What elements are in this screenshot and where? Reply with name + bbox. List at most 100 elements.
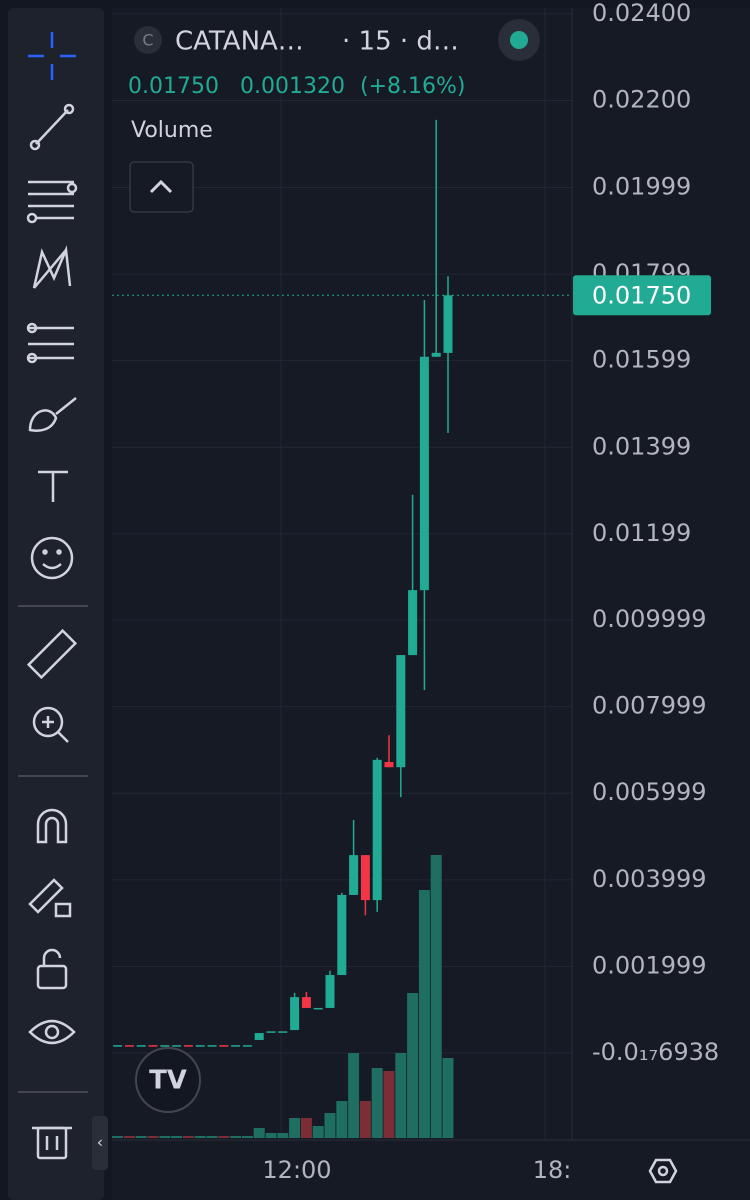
last-price-tag-label: 0.01750: [592, 281, 691, 309]
volume-bar: [407, 993, 419, 1138]
ruler-tool[interactable]: [26, 628, 78, 680]
indicator-name[interactable]: Volume: [131, 118, 213, 143]
y-tick-label: 0.02200: [592, 85, 691, 113]
volume-bar: [230, 1136, 242, 1138]
y-tick-label: 0.01399: [592, 432, 691, 460]
candle-body: [372, 759, 382, 901]
volume-bar: [241, 1136, 253, 1138]
pattern-tool[interactable]: [32, 245, 72, 289]
settings-button[interactable]: [648, 1158, 678, 1184]
candle-body: [337, 894, 347, 976]
brush-tool[interactable]: [28, 397, 77, 432]
symbol-logo-letter: C: [142, 31, 153, 50]
y-tick-label: 0.02400: [592, 0, 691, 27]
volume-bar: [206, 1136, 218, 1138]
candle-body: [242, 1045, 252, 1047]
projection-tool[interactable]: [26, 322, 74, 364]
volume-bar: [383, 1071, 395, 1138]
candle-body: [301, 997, 311, 1008]
symbol-logo: [134, 26, 162, 54]
y-tick-label: 0.007999: [592, 692, 707, 720]
volume-bar: [147, 1136, 159, 1138]
x-tick-label: 18:: [533, 1156, 572, 1184]
candle-body: [266, 1031, 276, 1033]
y-tick-label: 0.01599: [592, 346, 691, 374]
volume-bar: [348, 1053, 360, 1138]
candle-body: [183, 1045, 193, 1047]
visibility-tool[interactable]: [28, 1019, 76, 1045]
symbol-name[interactable]: CATANA…: [175, 27, 304, 57]
lock-tool[interactable]: [36, 948, 68, 990]
zoom-tool[interactable]: [32, 706, 69, 743]
fib-tool[interactable]: [26, 180, 78, 224]
x-tick-label: 12:00: [262, 1156, 331, 1184]
magnet-tool[interactable]: [36, 808, 68, 844]
candle-body: [160, 1045, 170, 1047]
text-tool[interactable]: [38, 470, 68, 502]
volume-bar: [430, 855, 442, 1138]
volume-bar: [265, 1133, 277, 1138]
candle-body: [431, 352, 441, 357]
volume-bar: [182, 1136, 194, 1138]
volume-bar: [135, 1136, 147, 1138]
volume-bar: [159, 1136, 171, 1138]
interval[interactable]: · 15 · d…: [342, 27, 459, 57]
volume-bar: [442, 1058, 454, 1138]
volume-bar: [418, 890, 430, 1138]
volume-bar: [289, 1118, 301, 1138]
volume-bar: [324, 1113, 336, 1138]
candle-body: [254, 1033, 264, 1040]
last-price-tag: [573, 275, 711, 316]
delete-tool[interactable]: [32, 1126, 72, 1160]
volume-bar: [218, 1136, 230, 1138]
collapse-toolbar[interactable]: [92, 1116, 108, 1170]
market-status-dot: [510, 31, 528, 49]
candle-body: [219, 1045, 229, 1047]
volume-bar: [359, 1101, 371, 1138]
last-price: 0.01750: [128, 74, 219, 99]
crosshair-tool[interactable]: [28, 32, 76, 80]
y-tick-label: 0.01199: [592, 519, 691, 547]
emoji-tool[interactable]: [30, 536, 74, 580]
y-tick-label: 0.009999: [592, 605, 707, 633]
volume-bar: [171, 1136, 183, 1138]
trendline-tool[interactable]: [29, 103, 75, 151]
candle-body: [325, 975, 335, 1008]
candle-body: [384, 762, 394, 768]
candle-body: [360, 855, 370, 901]
tv-logo-mark: TV: [149, 1066, 187, 1096]
candle-body: [207, 1045, 217, 1047]
tv-logo[interactable]: [135, 1047, 201, 1113]
candle-body: [290, 997, 300, 1031]
collapse-arrow: ‹: [97, 1133, 103, 1152]
candle-body: [443, 295, 453, 353]
volume-bar: [194, 1136, 206, 1138]
lock-drawing-tool[interactable]: [28, 878, 72, 918]
candle-body: [313, 1007, 323, 1010]
volume-bar: [112, 1136, 124, 1138]
y-tick-label: 0.001999: [592, 951, 707, 979]
y-tick-label: -0.0₁₇6938: [592, 1038, 719, 1066]
candle-body: [136, 1045, 146, 1047]
candle-body: [124, 1045, 134, 1047]
price-change: 0.001320: [240, 74, 345, 99]
candle-body: [278, 1031, 288, 1033]
volume-bar: [336, 1101, 348, 1138]
volume-bar: [371, 1068, 383, 1138]
volume-bar: [312, 1126, 324, 1138]
price-change-pct: (+8.16%): [360, 74, 466, 99]
chevron-up: [149, 179, 173, 194]
y-tick-label: 0.01999: [592, 172, 691, 200]
y-tick-label: 0.003999: [592, 865, 707, 893]
candle-body: [396, 655, 406, 768]
candle-body: [231, 1045, 241, 1047]
candle-body: [148, 1045, 158, 1047]
collapse-indicators[interactable]: [129, 161, 194, 213]
y-tick-label: 0.005999: [592, 778, 707, 806]
volume-bar: [253, 1128, 265, 1138]
volume-bar: [123, 1136, 135, 1138]
volume-bar: [395, 1053, 407, 1138]
candle-body: [408, 590, 418, 656]
